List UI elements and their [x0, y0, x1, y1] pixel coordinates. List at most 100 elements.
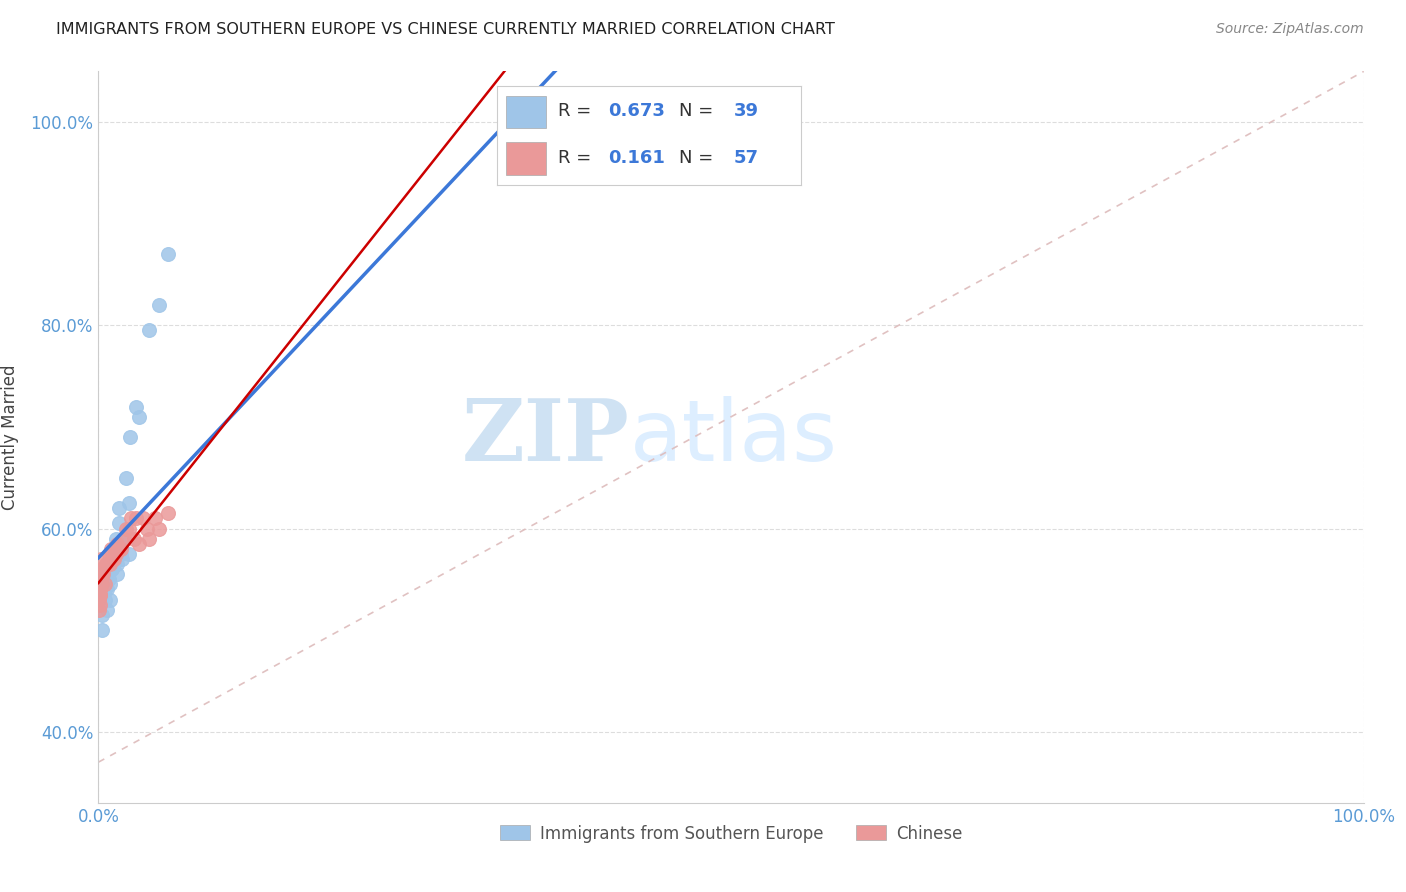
Point [574, 115, 596, 129]
Point [148, 298, 170, 312]
Point [87, 603, 110, 617]
Text: Source: ZipAtlas.com: Source: ZipAtlas.com [1216, 22, 1364, 37]
Point [93, 577, 117, 591]
Text: atlas: atlas [630, 395, 838, 479]
Point [87, 582, 110, 597]
Point [105, 547, 128, 561]
Point [125, 511, 148, 525]
Y-axis label: Currently Married: Currently Married [1, 364, 20, 510]
Point [135, 521, 157, 535]
Point [104, 541, 127, 556]
Point [110, 541, 132, 556]
Point [128, 537, 150, 551]
Point [103, 557, 125, 571]
Point [96, 557, 118, 571]
Point [105, 532, 128, 546]
Point [157, 247, 180, 261]
Text: IMMIGRANTS FROM SOUTHERN EUROPE VS CHINESE CURRENTLY MARRIED CORRELATION CHART: IMMIGRANTS FROM SOUTHERN EUROPE VS CHINE… [56, 22, 835, 37]
Point [94, 567, 117, 582]
Point [115, 471, 138, 485]
Point [100, 562, 122, 576]
Point [93, 592, 117, 607]
Point [107, 567, 129, 582]
Point [120, 430, 141, 444]
Point [104, 541, 127, 556]
Point [112, 532, 135, 546]
Point [138, 323, 160, 337]
Point [93, 582, 117, 597]
Point [96, 603, 118, 617]
Point [90, 592, 112, 607]
Point [101, 552, 124, 566]
Point [107, 516, 129, 531]
Point [87, 588, 110, 602]
Point [100, 541, 122, 556]
Point [100, 562, 122, 576]
Point [91, 567, 114, 582]
Point [89, 588, 111, 602]
Point [89, 577, 111, 591]
Point [91, 607, 114, 622]
Point [138, 532, 160, 546]
Point [87, 577, 110, 591]
Point [91, 577, 114, 591]
Point [89, 582, 111, 597]
Point [89, 572, 111, 586]
Point [110, 547, 132, 561]
Point [120, 511, 142, 525]
Point [97, 547, 120, 561]
Point [118, 521, 141, 535]
Point [94, 557, 117, 571]
Point [115, 521, 138, 535]
Point [107, 537, 129, 551]
Point [132, 511, 155, 525]
Point [89, 582, 111, 597]
Point [145, 511, 166, 525]
Point [89, 567, 111, 582]
Point [118, 547, 141, 561]
Point [89, 598, 111, 612]
Point [94, 567, 117, 582]
Point [89, 577, 111, 591]
Point [90, 552, 112, 566]
Point [98, 592, 121, 607]
Point [87, 592, 110, 607]
Point [107, 501, 129, 516]
Point [101, 562, 124, 576]
Point [91, 577, 114, 591]
Point [157, 506, 180, 520]
Point [89, 577, 111, 591]
Text: ZIP: ZIP [463, 395, 630, 479]
Point [89, 577, 111, 591]
Point [93, 577, 117, 591]
Point [118, 496, 141, 510]
Point [93, 567, 115, 582]
Point [98, 557, 121, 571]
Point [125, 400, 148, 414]
Point [89, 567, 111, 582]
Point [89, 572, 111, 586]
Point [148, 521, 170, 535]
Point [107, 541, 129, 556]
Point [89, 588, 111, 602]
Legend: Immigrants from Southern Europe, Chinese: Immigrants from Southern Europe, Chinese [494, 818, 969, 849]
Point [122, 532, 145, 546]
Point [87, 588, 110, 602]
Point [112, 532, 135, 546]
Point [89, 582, 111, 597]
Point [98, 577, 121, 591]
Point [96, 582, 118, 597]
Point [89, 588, 111, 602]
Point [89, 567, 111, 582]
Point [97, 572, 120, 586]
Point [90, 562, 112, 576]
Point [89, 577, 111, 591]
Point [91, 623, 114, 637]
Point [89, 572, 111, 586]
Point [93, 577, 115, 591]
Point [89, 582, 111, 597]
Point [107, 557, 129, 571]
Point [111, 552, 134, 566]
Point [93, 562, 115, 576]
Point [93, 567, 115, 582]
